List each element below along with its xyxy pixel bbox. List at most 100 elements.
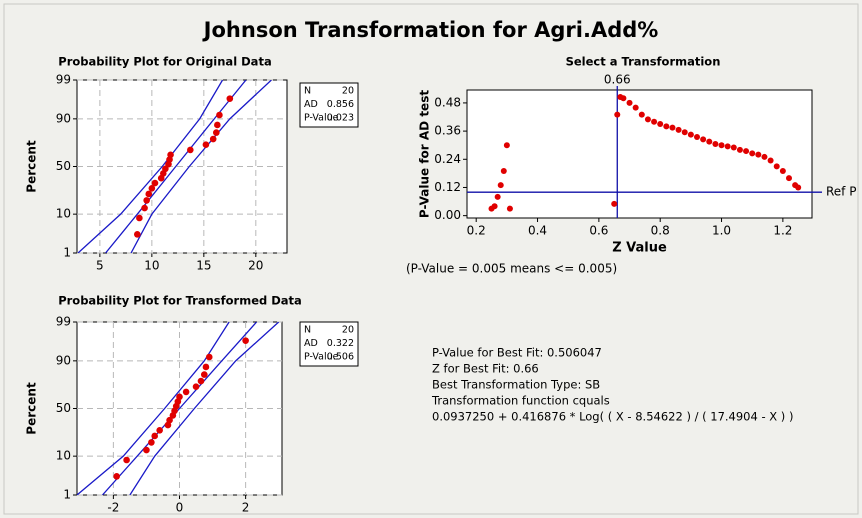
- data-point: [506, 205, 513, 212]
- summary-line: 0.0937250 + 0.416876 * Log( ( X - 8.5462…: [432, 410, 793, 424]
- x-tick-label: 0.4: [528, 224, 547, 238]
- summary-line: Best Transformation Type: SB: [432, 378, 600, 392]
- stats-value: 0.023: [327, 113, 354, 124]
- fit-line: [77, 80, 224, 253]
- data-point: [205, 353, 213, 361]
- data-point: [687, 131, 694, 138]
- data-point: [795, 184, 802, 191]
- y-tick-label: 0.12: [434, 180, 461, 194]
- note: (P-Value = 0.005 means <= 0.005): [406, 262, 617, 276]
- data-point: [663, 123, 670, 130]
- reference-label: Ref P: [826, 185, 856, 199]
- summary-line: P-Value for Best Fit: 0.506047: [432, 346, 602, 360]
- frame: [3, 3, 859, 515]
- data-point: [141, 204, 148, 212]
- summary-line: Z for Best Fit: 0.66: [432, 362, 539, 376]
- y-tick-label: 1: [63, 246, 71, 260]
- stats-value: 0.856: [327, 99, 354, 110]
- stats-label: P-Value: [304, 352, 339, 363]
- data-point: [786, 175, 792, 182]
- x-tick-label: 1.2: [773, 224, 792, 238]
- y-tick-label: 0.24: [434, 152, 461, 166]
- data-point: [156, 426, 163, 434]
- stats-value: 20: [342, 86, 354, 97]
- stats-label: AD: [304, 99, 318, 110]
- data-point: [162, 165, 169, 173]
- data-point: [657, 121, 664, 128]
- x-tick-label: 5: [96, 259, 104, 273]
- page-title: Johnson Transformation for Agri.Add%: [202, 18, 659, 42]
- fit-line: [130, 80, 272, 253]
- data-point: [148, 439, 155, 446]
- data-point: [187, 146, 194, 154]
- data-point: [730, 144, 737, 151]
- stats-box: [299, 321, 359, 367]
- x-tick-label: 0.6: [589, 224, 608, 238]
- fit-line: [77, 322, 230, 495]
- y-tick-label: 90: [56, 111, 71, 125]
- data-point: [216, 111, 223, 119]
- data-point: [167, 151, 174, 159]
- x-tick-label: 10: [144, 259, 159, 273]
- data-point: [675, 126, 682, 133]
- data-point: [192, 383, 200, 391]
- data-point: [651, 118, 658, 125]
- y-tick-label: 10: [56, 207, 71, 221]
- data-point: [681, 129, 688, 136]
- y-tick-label: 10: [56, 449, 71, 463]
- data-point: [743, 148, 750, 155]
- data-point: [242, 337, 249, 344]
- data-point: [494, 193, 501, 200]
- chart-title: Probability Plot for Transformed Data: [58, 294, 302, 308]
- chart-title: Probability Plot for Original Data: [58, 55, 271, 69]
- y-tick-label: 1: [63, 488, 71, 502]
- axis-title: P-Value for AD test: [418, 90, 432, 218]
- stats-value: 0.322: [327, 338, 354, 349]
- data-point: [718, 142, 725, 149]
- axis-title: Percent: [25, 382, 39, 435]
- x-tick-label: -2: [107, 501, 119, 515]
- data-point: [197, 377, 205, 385]
- data-point: [182, 388, 190, 396]
- summary-line: Transformation function cquals: [431, 394, 610, 408]
- data-point: [151, 179, 159, 187]
- x-tick-label: 0: [176, 501, 184, 515]
- data-point: [736, 146, 743, 153]
- data-point: [644, 116, 651, 123]
- data-point: [620, 95, 627, 102]
- data-point: [151, 432, 159, 440]
- x-tick-label: 0.2: [467, 224, 486, 238]
- data-point: [749, 150, 756, 157]
- stats-value: 0.506: [327, 352, 354, 363]
- y-tick-label: 0.48: [434, 95, 461, 109]
- data-point: [503, 142, 510, 149]
- data-point: [148, 184, 156, 192]
- data-point: [113, 473, 120, 480]
- y-tick-label: 50: [56, 159, 71, 173]
- axis-title: Percent: [25, 140, 39, 193]
- data-point: [694, 133, 700, 140]
- data-point: [491, 203, 498, 210]
- stats-box: [299, 82, 359, 128]
- data-point: [226, 95, 234, 102]
- stats-label: N: [304, 86, 311, 97]
- x-tick-label: 0.8: [651, 224, 670, 238]
- data-point: [755, 151, 762, 158]
- data-point: [209, 135, 217, 143]
- data-point: [166, 416, 173, 424]
- data-point: [497, 182, 504, 189]
- axis-title: Z Value: [612, 241, 667, 256]
- data-point: [700, 136, 707, 143]
- stats-label: AD: [304, 338, 318, 349]
- reference-label: 0.66: [604, 73, 631, 87]
- data-point: [724, 143, 731, 150]
- stats-label: N: [304, 325, 311, 336]
- y-tick-label: 50: [56, 401, 71, 415]
- data-point: [143, 197, 150, 204]
- data-point: [712, 141, 719, 148]
- y-tick-label: 99: [56, 315, 71, 329]
- fit-line: [129, 322, 280, 495]
- data-point: [200, 371, 208, 378]
- y-tick-label: 99: [56, 73, 71, 87]
- chart-title: Select a Transformation: [566, 55, 721, 69]
